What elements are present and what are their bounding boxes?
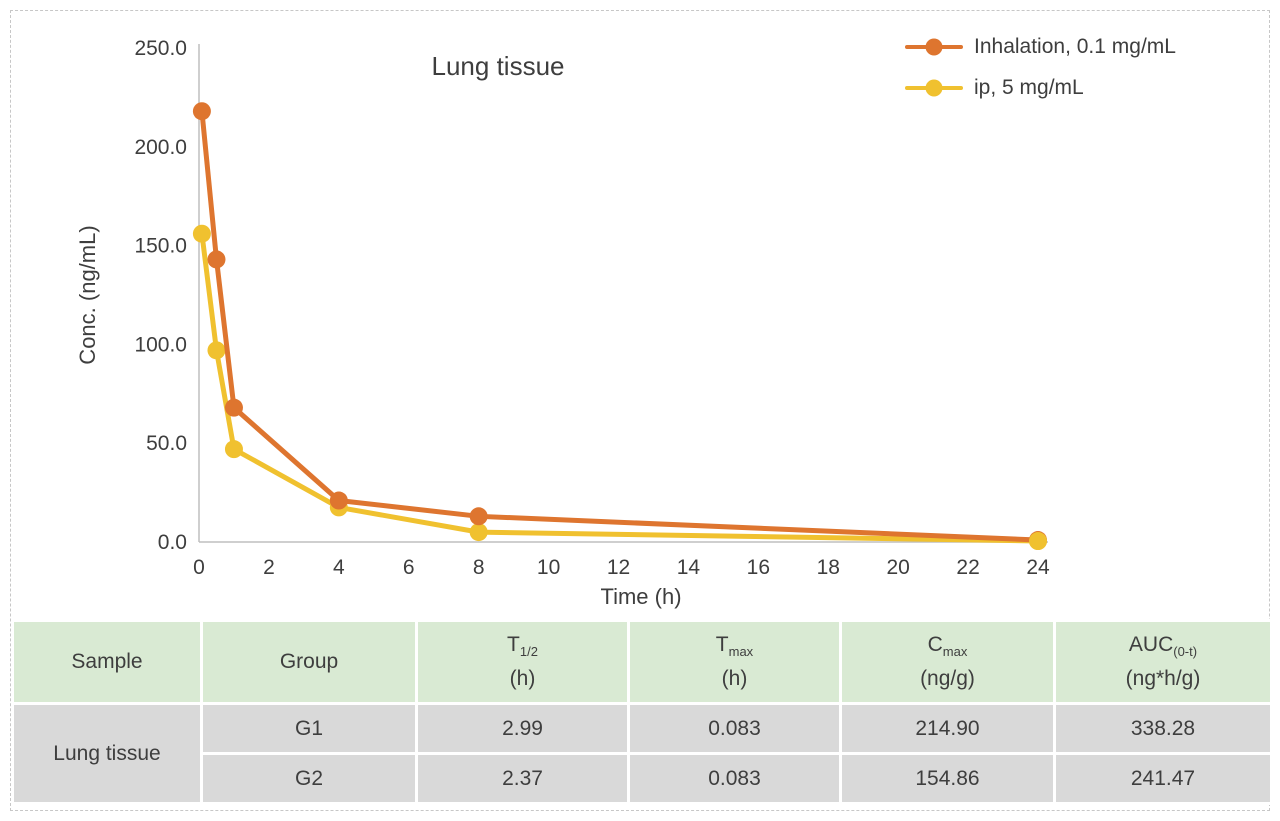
- table-cell-g1-3: 214.90: [842, 705, 1053, 752]
- table-header-row: Sample Group T1/2 (h) Tmax (h) Cmax (ng/g) AUC(0…: [14, 622, 1270, 702]
- header-unit: (h): [509, 667, 536, 690]
- table-header-cell-auc: AUC(0-t) (ng*h/g): [1056, 622, 1270, 702]
- header-symbol: T1/2: [507, 633, 538, 660]
- table-row-g1: Lung tissue G1 2.99 0.083 214.90 338.28: [14, 705, 1270, 802]
- y-tick-label-250: 250.0: [134, 37, 187, 60]
- header-text: Cmax (ng/g): [842, 633, 1053, 691]
- data-point-marker-ip-4: [469, 523, 488, 542]
- table-cell-g1-4: 338.28: [1056, 705, 1270, 752]
- data-point-marker-inhalation-2: [224, 398, 243, 417]
- table-cell-g2-1: 2.37: [418, 755, 627, 802]
- y-axis-title: Conc. (ng/mL): [75, 225, 100, 365]
- x-tick-label-24: 24: [1026, 556, 1050, 579]
- x-tick-label-4: 4: [333, 556, 345, 579]
- table-cell-g1-2: 0.083: [630, 705, 839, 752]
- x-tick-label-20: 20: [886, 556, 909, 579]
- data-point-marker-ip-final: [1029, 532, 1047, 551]
- table-header-cell-c: Cmax (ng/g): [842, 622, 1053, 702]
- table-header-cell-group: Group: [203, 622, 415, 702]
- table-cell-g2-2: 0.083: [630, 755, 839, 802]
- x-tick-label-22: 22: [956, 556, 979, 579]
- sample-cell: Lung tissue: [14, 705, 200, 802]
- data-point-marker-inhalation-4: [469, 507, 488, 526]
- y-tick-label-0: 0.0: [158, 531, 187, 554]
- legend-item-ip: ip, 5 mg/mL: [905, 74, 1176, 101]
- legend-item-inhalation: Inhalation, 0.1 mg/mL: [905, 33, 1176, 60]
- table-header-cell-sample: Sample: [14, 622, 200, 702]
- x-axis-title: Time (h): [600, 584, 682, 609]
- header-symbol: Cmax: [927, 633, 968, 660]
- y-tick-label-150: 150.0: [134, 235, 187, 258]
- data-point-marker-inhalation-0: [192, 102, 211, 121]
- data-point-marker-ip-0: [192, 224, 211, 243]
- x-tick-label-0: 0: [193, 556, 205, 579]
- x-tick-label-14: 14: [677, 556, 701, 579]
- chart-legend: Inhalation, 0.1 mg/mL ip, 5 mg/mL: [905, 33, 1176, 101]
- table-row-g2: G2 2.37 0.083 154.86 241.47: [14, 755, 1270, 802]
- pk-concentration-chart: 0.0 50.0 100.0 150.0 200.0 250.0 0 2 4 6 8 10 12 14 16…: [75, 33, 1176, 610]
- header-unit: (ng*h/g): [1125, 667, 1201, 690]
- x-tick-label-12: 12: [607, 556, 630, 579]
- legend-swatch-icon: [905, 33, 963, 60]
- data-point-marker-ip-1: [207, 341, 226, 360]
- data-point-marker-inhalation-1: [207, 250, 226, 269]
- header-symbol: Sample: [71, 650, 143, 673]
- header-unit: (ng/g): [920, 667, 975, 690]
- legend-dot-icon: [925, 38, 943, 55]
- y-tick-label-100: 100.0: [134, 333, 187, 356]
- legend-dot-icon: [925, 79, 943, 96]
- header-text: Sample: [14, 650, 200, 674]
- header-text: T1/2 (h): [418, 633, 627, 691]
- x-tick-label-6: 6: [403, 556, 415, 579]
- header-subscript: (0-t): [1173, 644, 1198, 660]
- header-text: Group: [203, 650, 415, 674]
- header-text: AUC(0-t) (ng*h/g): [1056, 633, 1270, 691]
- chart-title: Lung tissue: [431, 51, 565, 81]
- header-subscript: 1/2: [519, 644, 538, 660]
- header-symbol: AUC(0-t): [1128, 633, 1198, 660]
- y-tick-label-200: 200.0: [134, 136, 187, 159]
- table-cell-g2-3: 154.86: [842, 755, 1053, 802]
- legend-label: Inhalation, 0.1 mg/mL: [974, 34, 1176, 58]
- table-header-cell-t: T1/2 (h): [418, 622, 627, 702]
- header-unit: (h): [721, 667, 748, 690]
- table-cell-g2-0: G2: [203, 755, 415, 802]
- table-cell-g2-4: 241.47: [1056, 755, 1270, 802]
- legend-swatch-icon: [905, 74, 963, 101]
- table-cell-g1-1: 2.99: [418, 705, 627, 752]
- x-tick-label-10: 10: [537, 556, 560, 579]
- table-header-cell-t: Tmax (h): [630, 622, 839, 702]
- x-tick-label-8: 8: [473, 556, 485, 579]
- header-symbol: Tmax: [715, 633, 754, 660]
- header-subscript: max: [942, 644, 968, 660]
- header-symbol: Group: [279, 650, 339, 673]
- y-tick-label-50: 50.0: [146, 432, 187, 455]
- data-point-marker-ip-2: [224, 440, 243, 459]
- data-point-marker-inhalation-3: [329, 491, 348, 510]
- x-tick-label-18: 18: [817, 556, 840, 579]
- series-line-inhalation: [199, 108, 1041, 543]
- pk-summary-table: Sample Group T1/2 (h) Tmax (h) Cmax (ng/g) AUC(0…: [11, 619, 1273, 805]
- x-tick-label-16: 16: [747, 556, 770, 579]
- table-cell-g1-0: G1: [203, 705, 415, 752]
- header-subscript: max: [728, 644, 754, 660]
- x-tick-label-2: 2: [263, 556, 275, 579]
- header-text: Tmax (h): [630, 633, 839, 691]
- series-line-ip: [199, 231, 1041, 544]
- legend-label: ip, 5 mg/mL: [974, 75, 1084, 99]
